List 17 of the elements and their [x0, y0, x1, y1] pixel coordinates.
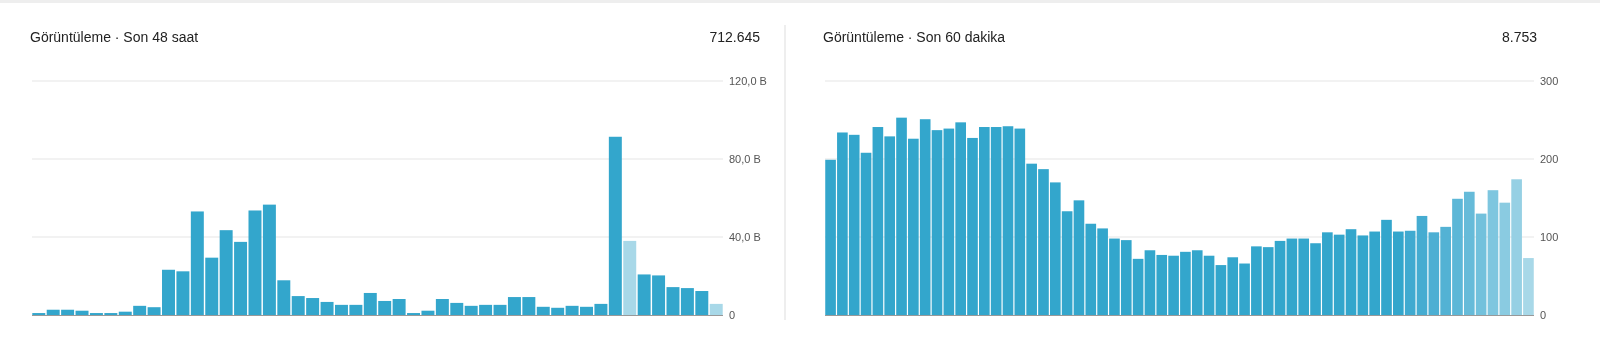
- y-tick-label: 300: [1540, 75, 1559, 88]
- y-tick-label: 200: [1540, 153, 1559, 166]
- text: 712.645: [709, 29, 761, 45]
- bar: [608, 136, 622, 315]
- chart-title: Görüntüleme · Son 48 saat: [30, 29, 199, 45]
- text: 8.753: [1501, 29, 1538, 45]
- y-tick-label: 0: [1540, 309, 1547, 322]
- y-tick-label: 80,0 B: [729, 153, 761, 166]
- y-tick-label: 40,0 B: [729, 231, 761, 244]
- chart-title: Görüntüleme · Son 60 dakika: [823, 29, 1006, 45]
- bar: [1523, 258, 1534, 315]
- bar: [709, 303, 723, 315]
- bar: [623, 240, 637, 315]
- y-tick-label: 100: [1540, 231, 1559, 244]
- y-tick-label: 120,0 B: [729, 75, 767, 88]
- y-tick-label: 0: [729, 309, 736, 322]
- bar: [1404, 230, 1416, 315]
